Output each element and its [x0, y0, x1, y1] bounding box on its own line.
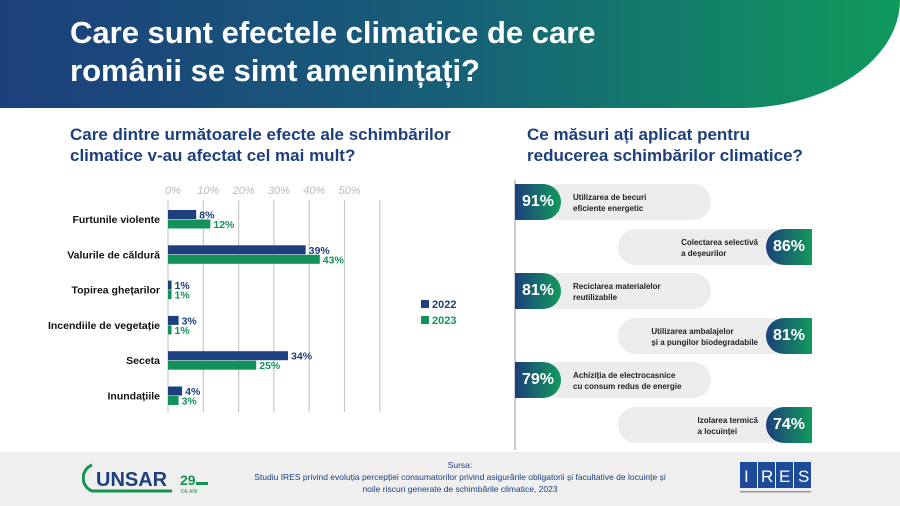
svg-text:I: I [744, 467, 749, 486]
svg-text:UNSAR: UNSAR [96, 469, 168, 491]
measure-label: Izolarea termică a locuinței [698, 415, 758, 437]
category-label: Valurile de căldură [67, 249, 160, 261]
data-label-2023: 3% [182, 396, 198, 408]
data-label-2023: 1% [175, 325, 191, 337]
measure-label: Utilizarea ambalajelor și a pungilor biod… [651, 326, 758, 348]
left-question: Care dintre următoarele efecte ale schim… [70, 125, 451, 165]
data-label-2022: 3% [182, 315, 198, 327]
data-label-2022: 34% [291, 351, 313, 363]
measure-label-line1: Reciclarea materialelor [573, 282, 661, 291]
legend-swatch-2022 [421, 300, 429, 308]
bar-2023 [168, 325, 172, 335]
measure-pill [540, 362, 711, 398]
measure-percent: 91% [515, 184, 561, 220]
data-label-2023: 12% [213, 219, 235, 231]
measure-label-line1: Utilizarea ambalajelor [651, 326, 734, 336]
measure-label-line2: a locuinței [697, 426, 738, 436]
data-label-2022: 4% [185, 386, 201, 398]
bar-2022 [168, 210, 197, 219]
data-label-2022: 1% [175, 280, 191, 292]
right-question: Ce măsuri ați aplicat pentru reducerea s… [527, 125, 803, 165]
x-tick-label: 20% [232, 185, 255, 197]
data-label-2022: 8% [199, 210, 215, 222]
category-label: Seceta [126, 355, 160, 367]
measure-label: Utilizarea de becuri eficiente energetic [573, 192, 646, 214]
measure-label-line2: eficiente energetic [573, 204, 644, 213]
measure-percent: 86% [766, 228, 812, 265]
category-label: Inundațiile [108, 391, 161, 403]
header-banner: Care sunt efectele climatice de care rom… [0, 0, 900, 108]
page-title: Care sunt efectele climatice de care rom… [70, 15, 596, 88]
category-label: Topirea ghețarilor [72, 285, 161, 297]
measure-label-line2: reutilizabile [573, 293, 618, 302]
data-label-2023: 43% [323, 254, 345, 266]
category-label: Furtunile violente [72, 214, 160, 226]
bar-2022 [168, 315, 179, 325]
bar-2022 [168, 386, 183, 396]
bar-2022 [168, 351, 289, 361]
measure-label: Achiziția de electrocasnice cu consum red… [573, 370, 681, 392]
bar-2022 [168, 245, 306, 255]
measure-pill [618, 317, 788, 354]
unsar-logo: UNSAR 29 DE ANI [81, 461, 212, 495]
bar-chart: 0% 10% 20% 30% 40% 50% Furtunile violente 8%12%… [48, 185, 456, 412]
measure-label-line1: Achiziția de electrocasnice [573, 371, 676, 380]
svg-text:29: 29 [180, 472, 196, 488]
measure-percent: 81% [515, 273, 561, 309]
svg-text:R: R [761, 467, 773, 486]
data-label-2023: 1% [175, 290, 191, 302]
svg-text:E: E [779, 467, 790, 486]
category-label: Incendiile de vegetație [48, 320, 160, 332]
measure-label-line1: Colectarea selectivă [681, 237, 758, 247]
measure-label-line2: și a pungilor biodegradabile [651, 337, 758, 347]
bar-2023 [168, 360, 257, 370]
measure-pill [618, 406, 788, 443]
svg-text:DE ANI: DE ANI [181, 489, 197, 495]
measure-pill [540, 273, 711, 309]
bar-2023 [168, 396, 179, 405]
x-tick-label: 0% [165, 185, 181, 197]
legend-label-2023: 2023 [432, 315, 456, 327]
legend-swatch-2023 [421, 316, 429, 324]
legend-label-2022: 2022 [432, 299, 456, 311]
measure-pill [540, 184, 711, 220]
source-label: Sursa: [447, 460, 473, 470]
data-label-2022: 39% [309, 245, 331, 257]
x-tick-label: 10% [197, 185, 219, 197]
measure-label-line1: Utilizarea de becuri [573, 193, 647, 202]
x-tick-label: 50% [338, 185, 360, 197]
bar-2022 [168, 280, 172, 290]
source-text: Studiu IRES privind evoluția percepției … [254, 472, 666, 494]
divider [514, 180, 516, 450]
measure-label: Reciclarea materialelor reutilizabile [573, 281, 661, 303]
x-tick-label: 40% [303, 185, 325, 197]
data-label-2023: 25% [259, 360, 281, 372]
measure-percent: 79% [515, 362, 561, 398]
bar-2023 [168, 290, 172, 300]
svg-text:S: S [798, 467, 809, 486]
measure-percent: 81% [766, 317, 812, 354]
bar-2023 [168, 254, 320, 264]
x-tick-label: 30% [268, 185, 290, 197]
measure-label-line2: a deșeurilor [681, 248, 727, 258]
measure-label-line1: Izolarea termică [697, 415, 758, 425]
measure-label-line2: cu consum redus de energie [573, 382, 682, 391]
source: Sursa: Studiu IRES privind evoluția perc… [250, 459, 670, 495]
measure-label: Colectarea selectivă a deșeurilor [681, 237, 758, 259]
measure-pill [618, 228, 788, 265]
bar-2023 [168, 219, 211, 229]
measure-percent: 74% [766, 406, 812, 443]
